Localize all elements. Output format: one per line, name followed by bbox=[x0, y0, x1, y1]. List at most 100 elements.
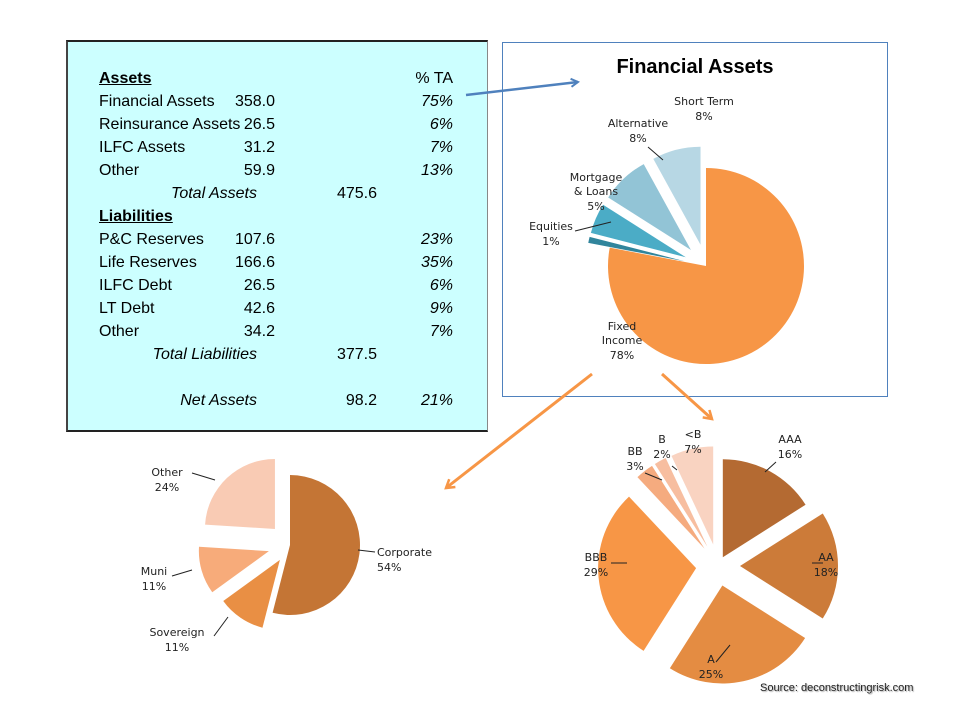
row-label: LT Debt bbox=[99, 300, 155, 317]
slice-pct-label: 18% bbox=[814, 566, 838, 579]
row-value: 26.5 bbox=[243, 277, 275, 294]
total-liabilities-value: 377.5 bbox=[336, 346, 377, 363]
slice-label-text: AAA bbox=[778, 433, 802, 446]
slice-pct-label: 11% bbox=[165, 641, 189, 654]
pie-slice-b bbox=[671, 446, 714, 545]
slice-label-b: <B 7% bbox=[684, 428, 701, 456]
row-value: 34.2 bbox=[243, 323, 275, 340]
slice-label-mortgage-loans: Mortgage & Loans 5% bbox=[570, 171, 623, 213]
pie-slice-a bbox=[669, 585, 806, 684]
total-liabilities-row: Total Liabilities 377.5 bbox=[68, 343, 487, 366]
row-pct: 9% bbox=[429, 300, 453, 317]
slice-pct-label: 7% bbox=[684, 443, 701, 456]
source-caption: Source: deconstructingrisk.com bbox=[760, 682, 914, 694]
slice-label-text: AA bbox=[818, 551, 834, 564]
slice-label-text: Equities bbox=[529, 220, 573, 233]
row-label: Reinsurance Assets bbox=[99, 116, 241, 133]
slice-label-alternative: Alternative 8% bbox=[608, 117, 669, 145]
total-liabilities-label: Total Liabilities bbox=[152, 346, 257, 363]
row-value: 166.6 bbox=[234, 254, 275, 271]
table-row: Other 59.9 13% bbox=[68, 159, 487, 182]
row-label: P&C Reserves bbox=[99, 231, 204, 248]
pie-slice-equities bbox=[588, 236, 685, 262]
row-label: Other bbox=[99, 162, 140, 179]
financial-assets-pie bbox=[588, 146, 804, 364]
row-pct: 35% bbox=[420, 254, 453, 271]
row-label: Life Reserves bbox=[99, 254, 197, 271]
table-row: Reinsurance Assets 26.5 6% bbox=[68, 113, 487, 136]
row-pct: 23% bbox=[420, 231, 453, 248]
rating-pie bbox=[598, 446, 838, 684]
slice-label-text: Other bbox=[151, 466, 183, 479]
row-pct: 13% bbox=[420, 162, 453, 179]
pie-slice-short-term bbox=[653, 146, 701, 245]
arrow-to-sector-pie bbox=[446, 372, 593, 488]
slice-label-a: A 25% bbox=[699, 653, 723, 681]
liabilities-header: Liabilities bbox=[99, 208, 173, 225]
slice-pct-label: 1% bbox=[542, 235, 559, 248]
net-assets-row: Net Assets 98.2 21% bbox=[68, 389, 487, 412]
pie-slice-aaa bbox=[722, 459, 806, 558]
slice-label-text: Mortgage bbox=[570, 171, 623, 184]
slice-label-aaa: AAA 16% bbox=[778, 433, 802, 461]
slice-label-text: BBB bbox=[585, 551, 608, 564]
table-row: Other 34.2 7% bbox=[68, 320, 487, 343]
slice-pct-label: 5% bbox=[587, 200, 604, 213]
slice-pct-label: 25% bbox=[699, 668, 723, 681]
leader-line bbox=[574, 221, 612, 232]
leader-line bbox=[647, 146, 664, 161]
slice-label-aa: AA 18% bbox=[814, 551, 838, 579]
slice-label-text: Fixed bbox=[608, 320, 637, 333]
row-value: 59.9 bbox=[243, 162, 275, 179]
slice-label-text: B bbox=[658, 433, 666, 446]
arrow-to-financial-assets bbox=[465, 82, 578, 97]
pie-slice-bb bbox=[637, 465, 705, 549]
table-row: ILFC Debt 26.5 6% bbox=[68, 274, 487, 297]
leader-line bbox=[715, 644, 731, 663]
slice-label-text: Muni bbox=[141, 565, 168, 578]
slice-pct-label: 78% bbox=[610, 349, 634, 362]
slice-pct-label: 8% bbox=[695, 110, 712, 123]
leader-line bbox=[357, 549, 376, 553]
slice-label-equities: Equities 1% bbox=[529, 220, 573, 248]
slice-pct-label: 8% bbox=[629, 132, 646, 145]
assets-header-row: Assets % TA bbox=[68, 67, 487, 90]
pie-slice-bbb bbox=[598, 496, 697, 651]
slice-pct-label: 11% bbox=[142, 580, 166, 593]
pie-slice-other bbox=[205, 458, 275, 529]
leader-line bbox=[191, 472, 216, 481]
net-assets-label: Net Assets bbox=[180, 392, 257, 409]
pct-ta-header: % TA bbox=[415, 70, 453, 87]
pie-labels: Fixed Income 78% Equities 1% Mortgage & Loans 5… bbox=[141, 95, 838, 681]
row-pct: 7% bbox=[429, 139, 453, 156]
row-label: ILFC Debt bbox=[99, 277, 172, 294]
total-assets-label: Total Assets bbox=[171, 185, 257, 202]
slice-label-b: B 2% bbox=[653, 433, 670, 461]
pie-slice-corporate bbox=[272, 475, 360, 615]
total-assets-value: 475.6 bbox=[336, 185, 377, 202]
net-assets-value: 98.2 bbox=[345, 392, 377, 409]
pie-slice-mortgage-loans bbox=[590, 204, 686, 258]
slice-label-text: Alternative bbox=[608, 117, 669, 130]
slice-label-bb: BB 3% bbox=[626, 445, 643, 473]
pie-slice-muni bbox=[198, 546, 269, 593]
row-value: 26.5 bbox=[243, 116, 275, 133]
row-pct: 75% bbox=[420, 93, 453, 110]
row-pct: 6% bbox=[429, 277, 453, 294]
slice-label-sovereign: Sovereign 11% bbox=[149, 626, 204, 654]
slice-pct-label: 54% bbox=[377, 561, 401, 574]
row-value: 107.6 bbox=[234, 231, 275, 248]
slice-pct-label: 3% bbox=[626, 460, 643, 473]
table-row: Financial Assets 358.0 75% bbox=[68, 90, 487, 113]
pie-slice-sovereign bbox=[223, 559, 280, 628]
total-assets-row: Total Assets 475.6 bbox=[68, 182, 487, 205]
pie-slice-alternative bbox=[608, 164, 691, 250]
slice-pct-label: 16% bbox=[778, 448, 802, 461]
table-row: P&C Reserves 107.6 23% bbox=[68, 228, 487, 251]
pie-slice-aa bbox=[740, 513, 838, 619]
sector-pie bbox=[198, 458, 360, 628]
leader-line bbox=[171, 569, 193, 577]
slice-label-text: Sovereign bbox=[149, 626, 204, 639]
table-row: LT Debt 42.6 9% bbox=[68, 297, 487, 320]
liabilities-header-row: Liabilities bbox=[68, 205, 487, 228]
